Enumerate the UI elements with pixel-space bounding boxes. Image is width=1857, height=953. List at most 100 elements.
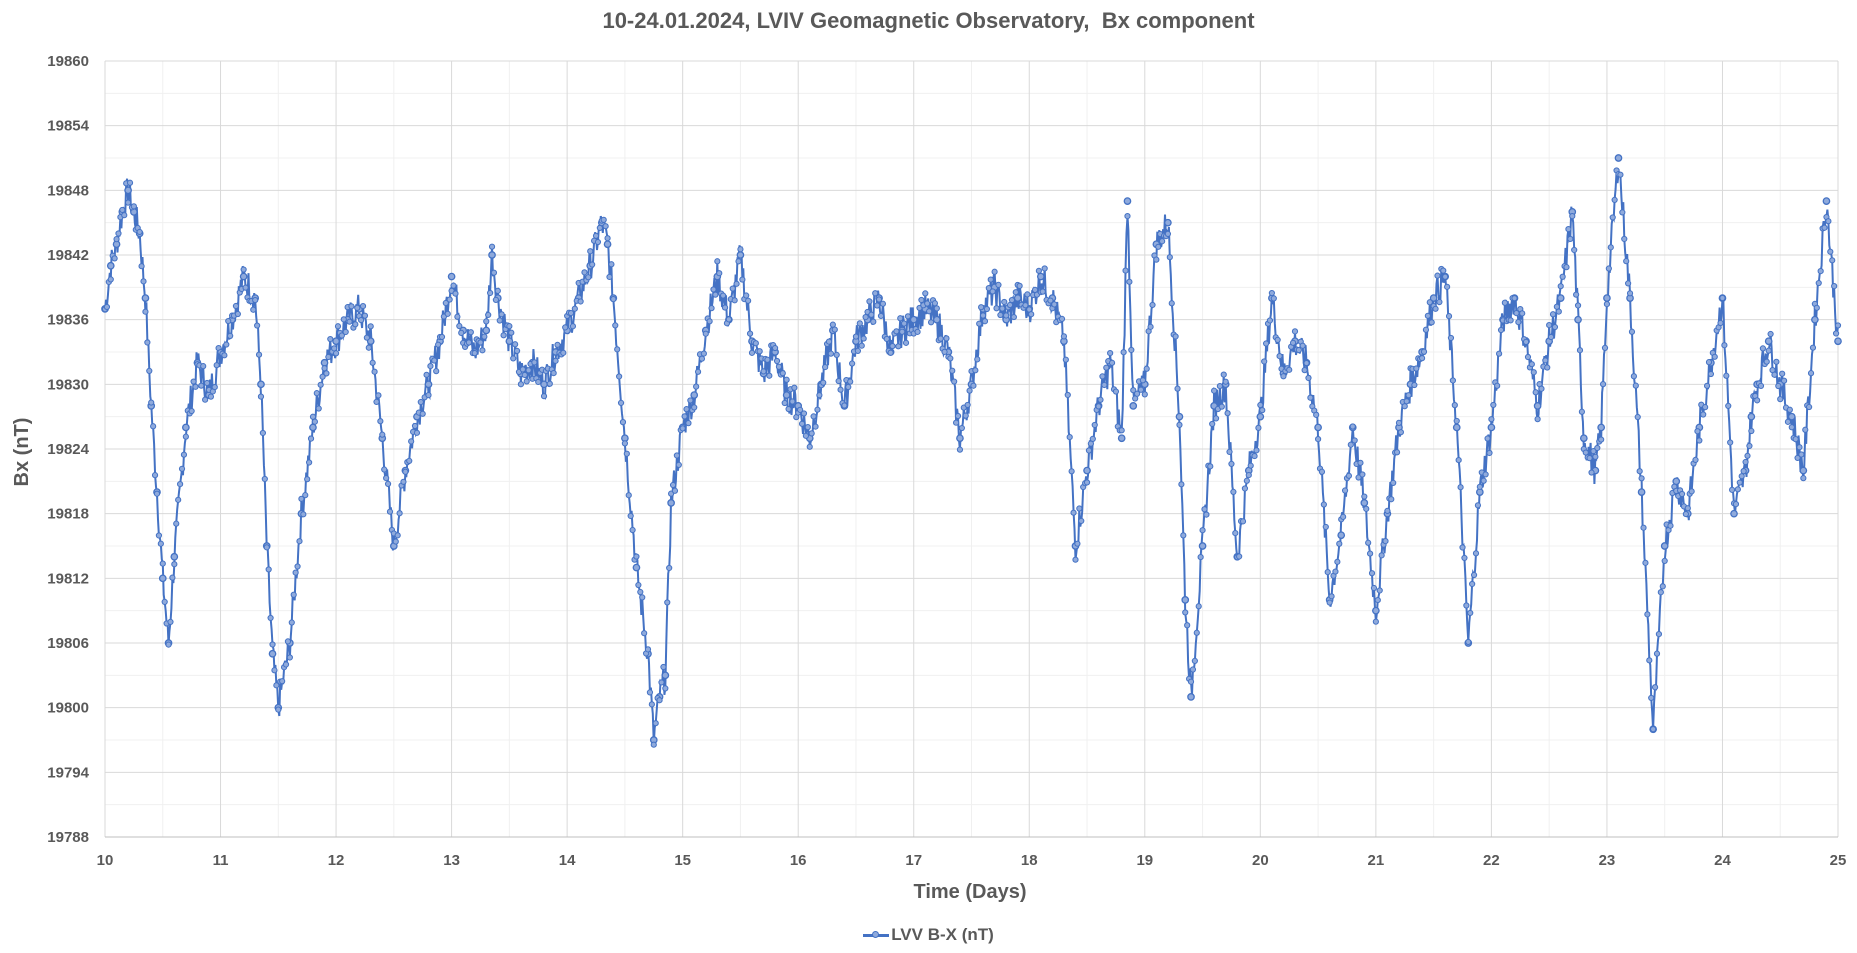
data-point-marker — [1742, 458, 1749, 466]
data-point-marker — [427, 363, 434, 370]
data-point-marker — [140, 278, 147, 285]
data-point-marker — [571, 305, 578, 312]
data-point-marker — [1707, 370, 1715, 378]
data-point-marker — [456, 322, 463, 330]
data-point-marker — [1746, 442, 1753, 450]
data-point-marker — [1484, 435, 1491, 442]
data-point-marker — [438, 333, 446, 341]
data-point-marker — [783, 376, 790, 383]
data-point-marker — [625, 492, 632, 499]
data-point-marker — [847, 378, 854, 385]
data-point-marker — [261, 475, 268, 483]
data-point-marker — [1130, 387, 1137, 394]
data-point-marker — [927, 319, 935, 326]
data-point-marker — [1370, 584, 1378, 592]
data-point-marker — [1139, 377, 1146, 384]
data-point-marker — [546, 380, 553, 387]
data-point-marker — [1212, 415, 1220, 422]
data-point-marker — [681, 413, 688, 420]
data-point — [1556, 294, 1565, 302]
data-point-marker — [1372, 618, 1379, 625]
data-point-marker — [1754, 397, 1761, 404]
data-point — [1360, 499, 1369, 507]
data-point-marker — [1522, 338, 1530, 345]
data-point-marker — [1355, 474, 1362, 481]
data-point-marker — [1488, 416, 1495, 423]
y-tick-label: 19818 — [47, 506, 89, 523]
data-point-marker — [837, 386, 844, 393]
data-point-marker — [550, 369, 557, 377]
data-point-marker — [1636, 468, 1643, 475]
data-point-marker — [425, 391, 432, 399]
data-point-marker — [510, 355, 517, 362]
data-point-marker — [284, 638, 292, 645]
data-point-marker — [471, 350, 478, 357]
data-point-marker — [712, 291, 719, 298]
data-point-marker — [594, 238, 602, 246]
data-point-marker — [313, 390, 320, 397]
data-point-marker — [1626, 290, 1634, 297]
data-point-marker — [1259, 407, 1266, 414]
data-point-marker — [1251, 452, 1258, 460]
data-point-marker — [435, 341, 442, 348]
data-point-marker — [1773, 358, 1780, 365]
data-point-marker — [444, 310, 451, 317]
data-point-marker — [737, 246, 744, 253]
data-point — [1164, 218, 1172, 227]
data-point-marker — [931, 300, 939, 307]
data-point-marker — [1276, 353, 1283, 360]
data-point-marker — [1289, 339, 1297, 346]
data-point-marker — [465, 339, 473, 346]
data-point-marker — [1599, 381, 1607, 388]
data-point-marker — [492, 296, 499, 304]
data-point-marker — [852, 333, 860, 340]
data-point-marker — [1634, 413, 1641, 421]
data-point-marker — [858, 342, 865, 349]
data-point — [603, 240, 612, 249]
data-point-marker — [483, 318, 490, 325]
data-point-marker — [458, 329, 465, 336]
data-point-marker — [232, 302, 240, 310]
data-point-marker — [508, 329, 515, 336]
data-point-marker — [1305, 374, 1312, 382]
data-point-marker — [307, 435, 315, 442]
data-point-marker — [513, 347, 521, 354]
data-point-marker — [804, 424, 811, 431]
data-point-marker — [752, 340, 759, 347]
data-point-marker — [616, 373, 623, 380]
data-point-marker — [789, 398, 796, 405]
data-point-marker — [1322, 523, 1329, 531]
data-point-marker — [406, 457, 413, 465]
data-point-marker — [833, 351, 840, 358]
data-point-marker — [1176, 421, 1183, 428]
data-point-marker — [1263, 340, 1270, 347]
data-point-marker — [1153, 256, 1160, 263]
data-point — [268, 649, 277, 658]
data-point-marker — [327, 335, 334, 343]
data-point-marker — [200, 363, 207, 370]
data-point-marker — [1736, 479, 1743, 486]
data-point-marker — [1432, 305, 1439, 312]
data-point-marker — [225, 317, 232, 325]
data-point-marker — [889, 342, 896, 350]
data-point-marker — [136, 228, 143, 236]
data-point-marker — [587, 248, 594, 255]
data-point-marker — [315, 405, 322, 412]
data-point-marker — [148, 399, 155, 406]
data-point-marker — [1457, 484, 1464, 491]
data-point-marker — [375, 392, 382, 399]
y-tick-label: 19830 — [47, 376, 89, 393]
data-point-marker — [1201, 506, 1208, 513]
data-point-marker — [621, 440, 629, 447]
y-tick-label: 19788 — [47, 829, 89, 846]
data-point — [1730, 509, 1738, 518]
data-point-marker — [1363, 505, 1370, 512]
data-point-marker — [1422, 326, 1430, 333]
data-point-marker — [1809, 344, 1817, 351]
data-point-marker — [1513, 310, 1520, 317]
data-point-marker — [1765, 347, 1772, 354]
data-point-marker — [1103, 364, 1110, 371]
data-point-marker — [269, 641, 276, 648]
data-point — [1452, 423, 1461, 432]
